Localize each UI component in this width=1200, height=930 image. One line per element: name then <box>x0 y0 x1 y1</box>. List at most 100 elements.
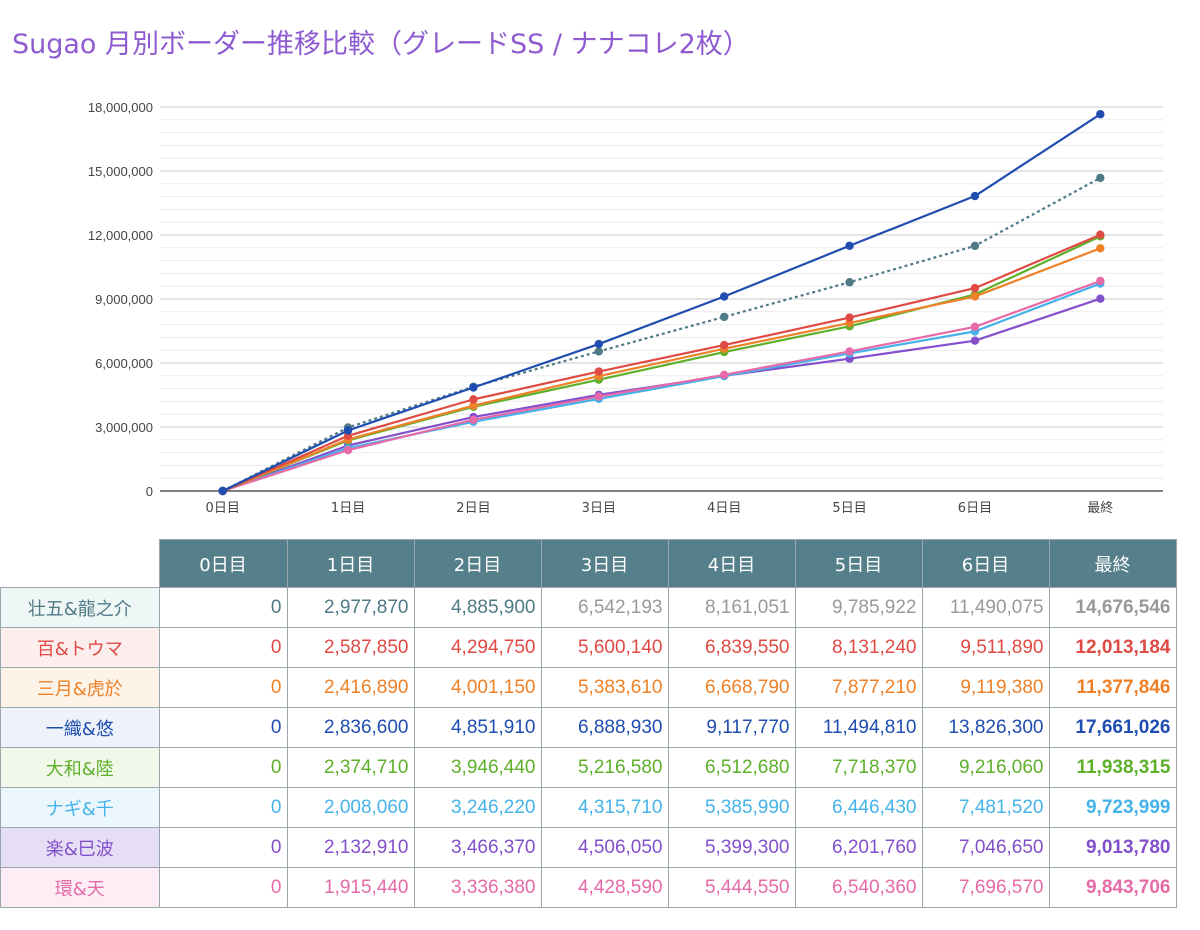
row-name: 壮五&龍之介 <box>0 587 160 628</box>
value-cell: 9,511,890 <box>921 627 1050 668</box>
data-point <box>218 486 227 496</box>
value-cell: 0 <box>158 827 288 868</box>
column-header: 1日目 <box>286 539 415 588</box>
border-table: 0日目 1日目 2日目 3日目 4日目 5日目 6日目 最終 壮五&龍之介 0 2,977,870… <box>0 539 1177 908</box>
x-tick-label: 4日目 <box>707 501 741 516</box>
final-value-cell: 17,661,026 <box>1048 707 1177 748</box>
final-value-cell: 11,377,846 <box>1048 667 1177 708</box>
data-point <box>1096 276 1105 286</box>
y-tick-label: 6,000,000 <box>95 356 153 371</box>
value-cell: 0 <box>158 587 288 628</box>
series-2 <box>218 244 1105 496</box>
table-row: 百&トウマ 0 2,587,850 4,294,750 5,600,140 6,839,5… <box>0 627 1177 668</box>
value-cell: 3,246,220 <box>413 787 542 828</box>
value-cell: 6,446,430 <box>794 787 923 828</box>
series-line <box>222 282 1101 493</box>
data-point <box>970 322 980 332</box>
column-header: 最終 <box>1048 539 1177 588</box>
data-point <box>469 415 478 425</box>
value-cell: 8,161,051 <box>667 587 796 628</box>
value-cell: 4,851,910 <box>413 707 542 748</box>
value-cell: 9,216,060 <box>921 747 1050 788</box>
data-point <box>343 445 353 455</box>
table-row: 三月&虎於 0 2,416,890 4,001,150 5,383,610 6,668,7… <box>0 667 1177 708</box>
y-tick-label: 9,000,000 <box>95 292 153 307</box>
value-cell: 7,696,570 <box>921 867 1050 908</box>
table-row: 壮五&龍之介 0 2,977,870 4,885,900 6,542,193 8,161,… <box>0 587 1177 628</box>
value-cell: 4,294,750 <box>413 627 542 668</box>
final-value-cell: 9,723,999 <box>1048 787 1177 828</box>
data-point <box>469 401 478 410</box>
value-cell: 2,008,060 <box>286 787 415 828</box>
data-point <box>1096 110 1105 119</box>
data-point <box>1096 294 1105 303</box>
data-point <box>845 313 854 322</box>
value-cell: 5,216,580 <box>540 747 669 788</box>
data-point <box>845 278 854 287</box>
data-point <box>970 336 980 345</box>
value-cell: 3,946,440 <box>413 747 542 788</box>
x-tick-label: 2日目 <box>456 501 490 516</box>
data-point <box>970 191 980 201</box>
final-value-cell: 9,013,780 <box>1048 827 1177 868</box>
value-cell: 6,540,360 <box>794 867 923 908</box>
value-cell: 6,839,550 <box>667 627 796 668</box>
data-point <box>1096 173 1105 183</box>
table-header-row: 0日目 1日目 2日目 3日目 4日目 5日目 6日目 最終 <box>0 539 1177 588</box>
value-cell: 5,383,610 <box>540 667 669 708</box>
x-tick-label: 0日目 <box>206 501 240 516</box>
value-cell: 0 <box>158 747 288 788</box>
value-cell: 2,416,890 <box>286 667 415 708</box>
final-value-cell: 14,676,546 <box>1048 587 1177 628</box>
x-tick-label: 1日目 <box>331 501 365 516</box>
x-tick-label: 6日目 <box>958 501 992 516</box>
value-cell: 4,885,900 <box>413 587 542 628</box>
row-name: 楽&巳波 <box>0 827 160 868</box>
series-7 <box>218 276 1105 496</box>
series-4 <box>218 232 1105 496</box>
series-line <box>222 176 1101 492</box>
data-point <box>970 283 980 293</box>
x-tick-label: 最終 <box>1087 500 1113 516</box>
table-row: 一織&悠 0 2,836,600 4,851,910 6,888,930 9,117,77… <box>0 707 1177 748</box>
value-cell: 2,836,600 <box>286 707 415 748</box>
data-point <box>343 426 353 435</box>
final-value-cell: 11,938,315 <box>1048 747 1177 788</box>
value-cell: 9,117,770 <box>667 707 796 748</box>
value-cell: 7,877,210 <box>794 667 923 708</box>
row-name: 百&トウマ <box>0 627 160 668</box>
y-tick-label: 0 <box>146 484 153 499</box>
value-cell: 2,977,870 <box>286 587 415 628</box>
data-point <box>719 340 729 350</box>
value-cell: 4,428,590 <box>540 867 669 908</box>
value-cell: 11,494,810 <box>794 707 923 748</box>
chart-series <box>218 110 1105 496</box>
value-cell: 6,201,760 <box>794 827 923 868</box>
value-cell: 7,481,520 <box>921 787 1050 828</box>
chart-grid <box>160 106 1163 492</box>
column-header: 3日目 <box>540 539 669 588</box>
value-cell: 0 <box>158 667 288 708</box>
value-cell: 5,399,300 <box>667 827 796 868</box>
value-cell: 0 <box>158 627 288 668</box>
value-cell: 9,119,380 <box>921 667 1050 708</box>
value-cell: 6,888,930 <box>540 707 669 748</box>
value-cell: 6,542,193 <box>540 587 669 628</box>
value-cell: 0 <box>158 707 288 748</box>
series-3 <box>218 110 1105 496</box>
data-point <box>469 395 478 404</box>
value-cell: 4,506,050 <box>540 827 669 868</box>
series-line <box>222 279 1101 493</box>
value-cell: 5,600,140 <box>540 627 669 668</box>
data-point <box>719 312 729 322</box>
value-cell: 11,490,075 <box>921 587 1050 628</box>
x-tick-label: 3日目 <box>582 501 616 516</box>
y-axis-ticks: 0 3,000,000 6,000,000 9,000,000 12,000,000 15… <box>88 100 153 499</box>
value-cell: 3,336,380 <box>413 867 542 908</box>
value-cell: 5,385,990 <box>667 787 796 828</box>
y-tick-label: 3,000,000 <box>95 420 153 435</box>
value-cell: 13,826,300 <box>921 707 1050 748</box>
data-point <box>594 367 604 376</box>
data-point <box>594 392 604 401</box>
value-cell: 3,466,370 <box>413 827 542 868</box>
